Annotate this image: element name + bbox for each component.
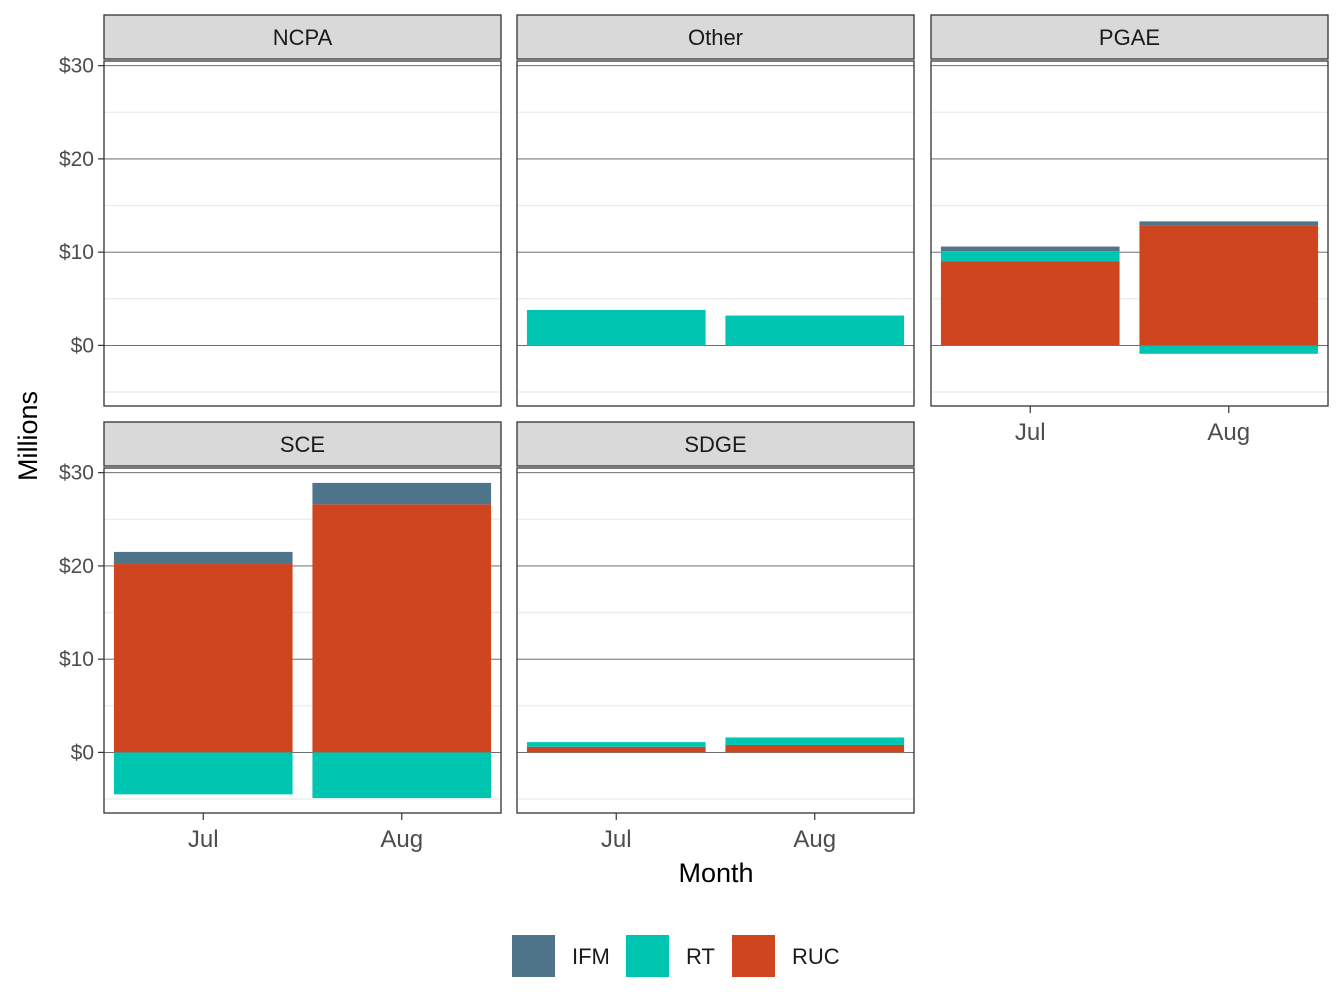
bar-ruc-aug: [312, 504, 492, 753]
facet-panels: NCPA $0 $10 $20 $30 Other PGAE Jul Aug SCE $0 $10 $2…: [59, 14, 1329, 853]
panel-background: [517, 61, 914, 406]
bar-ifm-aug: [1139, 221, 1319, 226]
x-tick-label: Aug: [793, 826, 836, 853]
y-tick-label: $10: [59, 648, 94, 671]
bar-rt-aug: [725, 315, 905, 346]
legend-label: RT: [686, 944, 715, 969]
x-tick-label: Jul: [1015, 419, 1046, 446]
legend-item-ifm: IFM: [512, 935, 610, 977]
facet-strip: [103, 14, 502, 60]
bar-ruc-jul: [113, 564, 293, 753]
legend-item-rt: RT: [626, 935, 715, 977]
panel-sce: SCE $0 $10 $20 $30 Jul Aug: [59, 421, 502, 853]
bar-rt-jul: [526, 742, 706, 747]
bar-ruc-aug: [725, 744, 905, 753]
bar-rt-jul: [113, 752, 293, 795]
panel-ncpa: NCPA $0 $10 $20 $30: [59, 14, 502, 407]
panel-background: [104, 61, 501, 406]
y-tick-label: $20: [59, 555, 94, 578]
legend-label: IFM: [572, 944, 610, 969]
y-tick-label: $0: [71, 741, 94, 764]
panel-border: [930, 60, 1329, 407]
bar-rt-jul: [940, 251, 1120, 262]
panel-border: [103, 60, 502, 407]
y-tick-label: $30: [59, 55, 94, 78]
facet-strip-label: NCPA: [273, 25, 333, 50]
bar-rt-aug: [725, 737, 905, 745]
panel-border: [516, 467, 915, 814]
facet-strip-label: SCE: [280, 432, 325, 457]
bar-ruc-aug: [1139, 225, 1319, 346]
facet-strip-label: Other: [688, 25, 743, 50]
y-axis-title: Millions: [13, 391, 43, 481]
panel-border: [516, 60, 915, 407]
legend-key-ifm: [512, 935, 555, 977]
facet-strip-label: SDGE: [684, 432, 746, 457]
y-tick-label: $10: [59, 241, 94, 264]
legend: IFM RT RUC: [512, 935, 840, 977]
bar-ruc-jul: [940, 261, 1120, 346]
bar-ifm-jul: [113, 551, 293, 565]
legend-key-rt: [626, 935, 669, 977]
bar-rt-aug: [312, 752, 492, 799]
legend-item-ruc: RUC: [732, 935, 840, 977]
panel-border: [103, 467, 502, 814]
y-tick-label: $30: [59, 462, 94, 485]
facet-strip-label: PGAE: [1099, 25, 1160, 50]
panel-background: [517, 468, 914, 813]
x-tick-label: Jul: [188, 826, 219, 853]
x-tick-label: Aug: [1207, 419, 1250, 446]
y-tick-label: $0: [71, 334, 94, 357]
panel-sdge: SDGE Jul Aug: [516, 421, 915, 853]
legend-key-ruc: [732, 935, 775, 977]
x-tick-label: Aug: [380, 826, 423, 853]
bar-ruc-jul: [526, 746, 706, 753]
facet-strip: [103, 421, 502, 467]
y-tick-label: $20: [59, 148, 94, 171]
bar-rt-jul: [526, 309, 706, 346]
facet-strip: [930, 14, 1329, 60]
bar-rt-aug: [1139, 345, 1319, 354]
panel-other: Other: [516, 14, 915, 407]
bar-ifm-aug: [312, 482, 492, 505]
panel-pgae: PGAE Jul Aug: [930, 14, 1329, 446]
x-tick-label: Jul: [601, 826, 632, 853]
bar-ifm-jul: [940, 246, 1120, 252]
x-axis-title: Month: [678, 858, 753, 888]
facet-strip: [516, 421, 915, 467]
legend-label: RUC: [792, 944, 840, 969]
facet-strip: [516, 14, 915, 60]
